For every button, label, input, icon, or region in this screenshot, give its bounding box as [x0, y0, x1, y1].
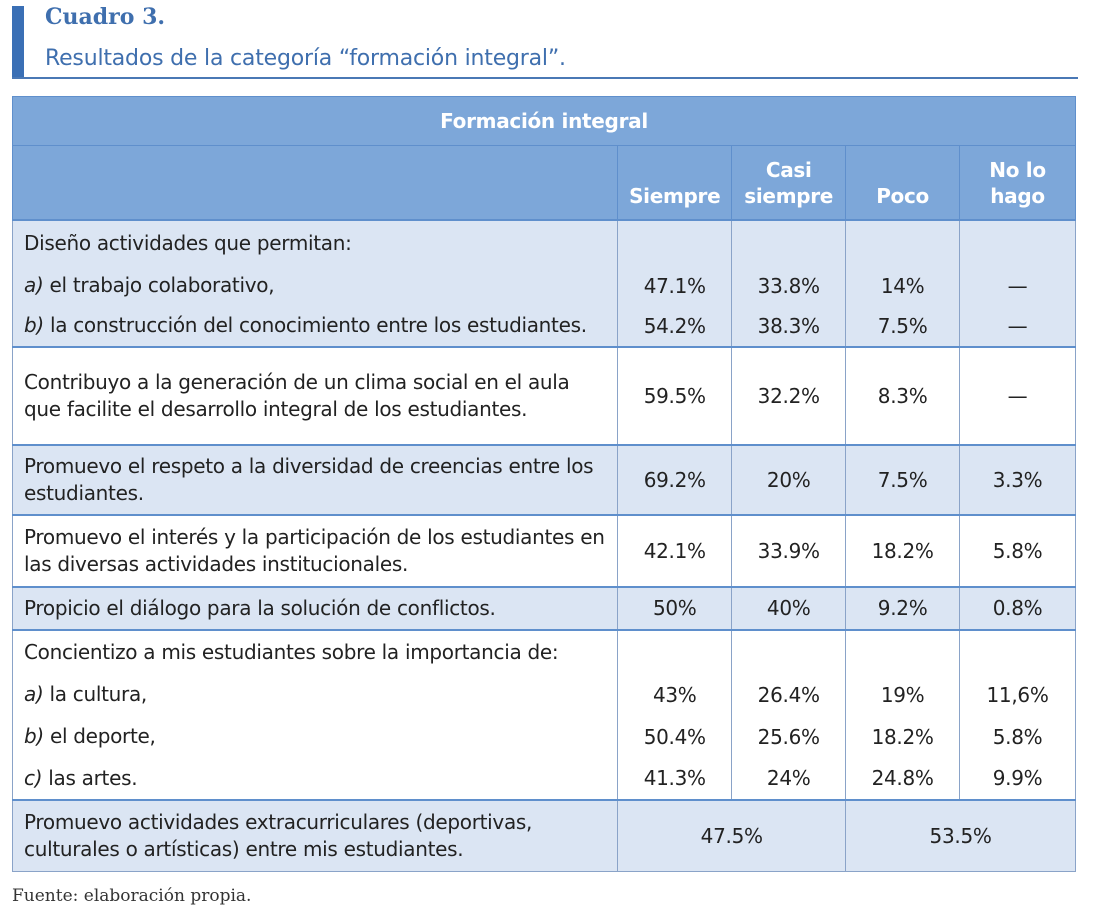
- cell-value-merged: 47.5%: [617, 798, 847, 872]
- cell-value: 5.8%: [959, 513, 1076, 587]
- table-row: b) la construcción del conocimiento entr…: [11, 305, 1076, 347]
- table-row: Promuevo el interés y la participación d…: [11, 513, 1076, 587]
- cell-value: 54.2%: [617, 305, 733, 347]
- row-label: Contribuyo a la generación de un clima s…: [11, 345, 619, 445]
- table-row: Promuevo actividades extracurriculares (…: [11, 798, 1076, 872]
- cell-value-merged: 53.5%: [845, 798, 1076, 872]
- cell-value: 33.9%: [731, 513, 847, 587]
- row-label: c) las artes.: [11, 757, 619, 800]
- table-row: Promuevo el respeto a la diversidad de c…: [11, 443, 1076, 515]
- cell-value: 8.3%: [845, 345, 961, 445]
- cell-value: 18.2%: [845, 715, 961, 758]
- row-label: b) el deporte,: [11, 715, 619, 758]
- table-row: a) la cultura, 43% 26.4% 19% 11,6%: [11, 673, 1076, 716]
- cell-value: 59.5%: [617, 345, 733, 445]
- row-label: Diseño actividades que permitan:: [11, 219, 619, 266]
- cell-value: 38.3%: [731, 305, 847, 347]
- cell-value: 50%: [617, 585, 733, 630]
- row-label: Propicio el diálogo para la solución de …: [11, 585, 619, 630]
- table-title: Formación integral: [12, 96, 1076, 146]
- cell-value: 42.1%: [617, 513, 733, 587]
- row-label: Promuevo el respeto a la diversidad de c…: [11, 443, 619, 515]
- caption-title: Cuadro 3.: [45, 4, 166, 30]
- table-row: b) el deporte, 50.4% 25.6% 18.2% 5.8%: [11, 715, 1076, 758]
- table-row: a) el trabajo colaborativo, 47.1% 33.8% …: [11, 265, 1076, 306]
- cell-value: 40%: [731, 585, 847, 630]
- cell-value: 19%: [845, 673, 961, 716]
- row-label: Promuevo actividades extracurriculares (…: [11, 798, 619, 872]
- table-row: Propicio el diálogo para la solución de …: [11, 585, 1076, 630]
- cell-value: 14%: [845, 265, 961, 306]
- col-header-casi-siempre: Casi siempre: [731, 145, 847, 220]
- col-header-siempre: Siempre: [617, 145, 733, 220]
- cell-value: 33.8%: [731, 265, 847, 306]
- row-label: Concientizo a mis estudiantes sobre la i…: [11, 629, 619, 674]
- col-header-no-lo-hago: No lo hago: [959, 145, 1076, 220]
- cell-value: 43%: [617, 673, 733, 716]
- cell-value: —: [959, 305, 1076, 347]
- table-row: Concientizo a mis estudiantes sobre la i…: [11, 629, 1076, 674]
- cell-value: 20%: [731, 443, 847, 515]
- caption-accent-bar: [12, 6, 24, 78]
- row-label: b) la construcción del conocimiento entr…: [11, 305, 619, 347]
- table-row: Diseño actividades que permitan:: [11, 219, 1076, 266]
- cell-value: 47.1%: [617, 265, 733, 306]
- table-row: c) las artes. 41.3% 24% 24.8% 9.9%: [11, 757, 1076, 800]
- header-empty-cell: [11, 145, 619, 220]
- cell-value: 3.3%: [959, 443, 1076, 515]
- cell-value: 24%: [731, 757, 847, 800]
- cell-value: 5.8%: [959, 715, 1076, 758]
- cell-value: 41.3%: [617, 757, 733, 800]
- cell-value: —: [959, 265, 1076, 306]
- col-header-poco: Poco: [845, 145, 961, 220]
- cell-value: —: [959, 345, 1076, 445]
- cell-value: 7.5%: [845, 443, 961, 515]
- cell-value: 24.8%: [845, 757, 961, 800]
- caption-rule: [12, 77, 1078, 79]
- cell-value: 26.4%: [731, 673, 847, 716]
- table-row: Contribuyo a la generación de un clima s…: [11, 345, 1076, 445]
- cell-value: 9.2%: [845, 585, 961, 630]
- row-label: a) el trabajo colaborativo,: [11, 265, 619, 306]
- cell-value: 7.5%: [845, 305, 961, 347]
- row-label: a) la cultura,: [11, 673, 619, 716]
- cell-value: 50.4%: [617, 715, 733, 758]
- cell-value: 32.2%: [731, 345, 847, 445]
- source-note: Fuente: elaboración propia.: [12, 886, 252, 906]
- caption-subtitle: Resultados de la categoría “formación in…: [45, 46, 566, 71]
- cell-value: 25.6%: [731, 715, 847, 758]
- cell-value: 18.2%: [845, 513, 961, 587]
- table-title-row: Formación integral: [12, 96, 1076, 146]
- column-header-row: Siempre Casi siempre Poco No lo hago: [11, 145, 1076, 220]
- cell-value: 69.2%: [617, 443, 733, 515]
- row-label: Promuevo el interés y la participación d…: [11, 513, 619, 587]
- results-table: Formación integral Siempre Casi siempre P…: [11, 96, 1076, 872]
- cell-value: 11,6%: [959, 673, 1076, 716]
- cell-value: 0.8%: [959, 585, 1076, 630]
- cell-value: 9.9%: [959, 757, 1076, 800]
